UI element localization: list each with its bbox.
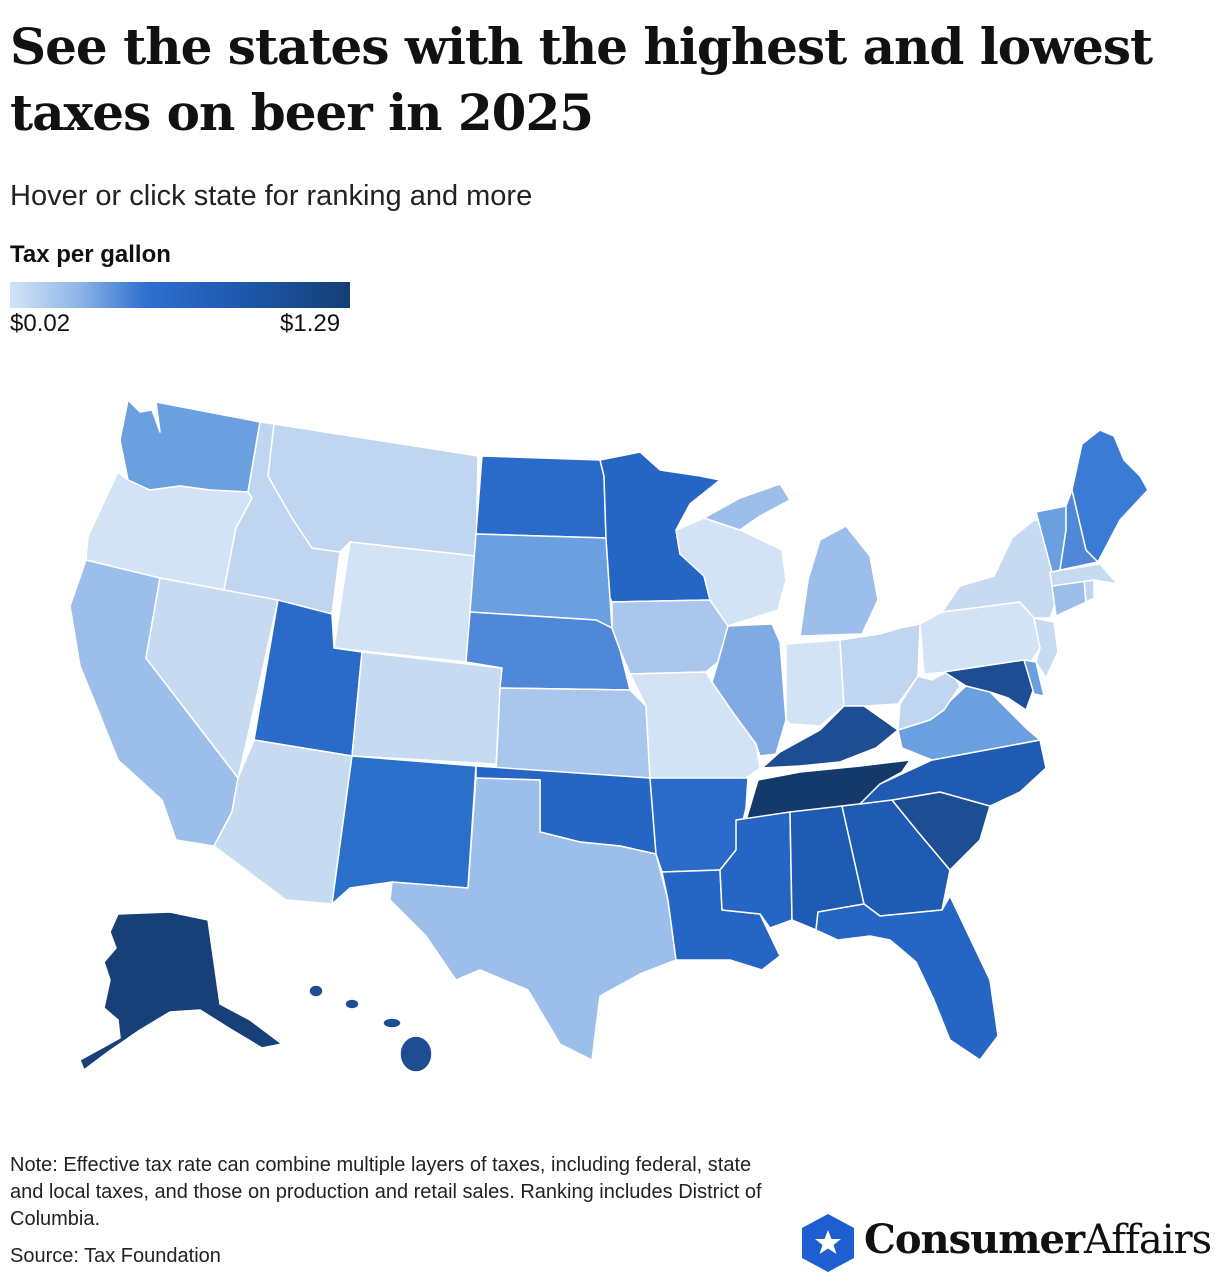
state-WV[interactable] [897,669,961,731]
state-MA[interactable] [1049,563,1119,587]
state-CO[interactable] [351,651,503,765]
state-WY[interactable] [333,541,477,663]
state-HI-kauai[interactable] [308,984,324,998]
consumeraffairs-logo[interactable]: ConsumerAffairs [800,1212,1212,1274]
state-NV[interactable] [145,577,279,779]
state-NJ[interactable] [1033,617,1059,679]
legend-title: Tax per gallon [10,241,171,268]
star-badge-icon [802,1214,854,1272]
state-ND[interactable] [475,455,607,539]
state-HI-oahu[interactable] [344,998,360,1010]
state-IA[interactable] [611,599,729,675]
state-WA[interactable] [119,399,261,493]
state-MI[interactable] [799,525,879,637]
state-MI-upper[interactable] [703,483,791,531]
legend-max-label: $1.29 [280,310,341,337]
state-DE[interactable] [1023,659,1045,697]
state-NM[interactable] [331,755,477,905]
state-IL[interactable] [711,623,787,757]
state-KS[interactable] [495,687,651,779]
subtitle: Hover or click state for ranking and mor… [10,180,533,212]
state-TX[interactable] [389,777,677,1061]
state-MO[interactable] [629,671,761,783]
page-title: See the states with the highest and lowe… [10,17,1153,142]
state-FL[interactable] [815,895,999,1061]
state-IN[interactable] [785,639,845,727]
legend-min-label: $0.02 [10,310,71,337]
state-RI[interactable] [1083,579,1095,603]
state-HI-big-island[interactable] [399,1035,433,1073]
logo-wordmark: ConsumerAffairs [864,1216,1212,1263]
state-MT[interactable] [267,423,479,557]
state-AK[interactable] [79,911,283,1071]
state-KY[interactable] [761,705,899,769]
source-credit: Source: Tax Foundation [10,1245,221,1267]
state-HI-maui[interactable] [382,1017,402,1029]
footnote: Note: Effective tax rate can combine mul… [10,1154,762,1230]
legend-color-scale [10,282,350,308]
state-ME[interactable] [1071,429,1149,563]
us-choropleth-map [69,399,1149,1073]
